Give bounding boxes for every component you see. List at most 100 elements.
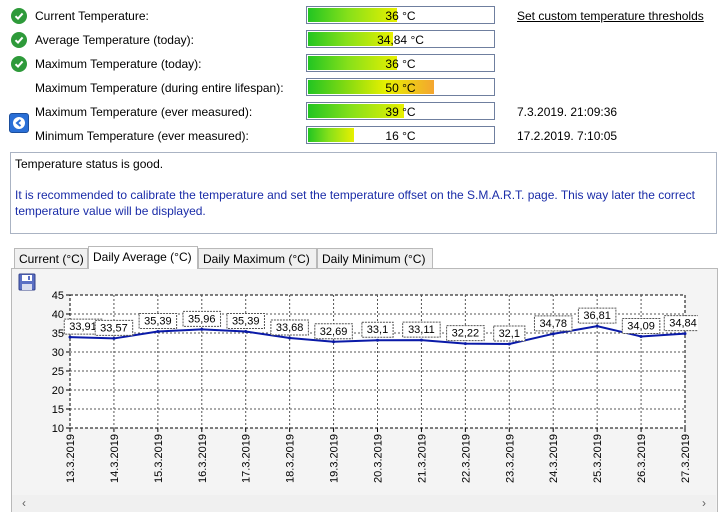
y-tick-label: 15 bbox=[52, 404, 64, 416]
tab-current[interactable]: Current (°C) bbox=[14, 248, 88, 268]
temperature-label: Maximum Temperature (during entire lifes… bbox=[35, 81, 284, 95]
y-tick-label: 30 bbox=[52, 347, 64, 359]
x-tick-label: 15.3.2019 bbox=[153, 434, 165, 483]
data-point bbox=[68, 335, 72, 339]
data-label: 33,57 bbox=[100, 322, 128, 334]
daily-average-chart: 10 15 20 25 30 35 40 45 13.3.2019 14.3.2019 15.3.2… bbox=[52, 290, 698, 483]
x-tick-label: 21.3.2019 bbox=[416, 434, 428, 483]
calibration-recommendation: It is recommended to calibrate the tempe… bbox=[15, 188, 695, 218]
data-label: 33,11 bbox=[408, 324, 435, 336]
tab-daily-average[interactable]: Daily Average (°C) bbox=[88, 246, 198, 269]
temperature-value: 36 °C bbox=[385, 57, 416, 71]
temperature-bar-fill bbox=[308, 104, 404, 118]
data-point bbox=[376, 338, 379, 342]
horizontal-scrollbar[interactable]: ‹ › bbox=[12, 495, 716, 512]
y-tick-label: 45 bbox=[52, 290, 64, 302]
temperature-value: 39 °C bbox=[385, 105, 416, 119]
data-label-box bbox=[663, 315, 698, 332]
data-label: 32,69 bbox=[320, 326, 348, 338]
temperature-row: Minimum Temperature (ever measured): 16 °… bbox=[0, 125, 726, 147]
data-point bbox=[200, 327, 204, 331]
measured-timestamp: 17.2.2019. 7:10:05 bbox=[517, 129, 618, 143]
save-chart-button[interactable] bbox=[17, 272, 37, 292]
data-point bbox=[112, 336, 116, 340]
tab-daily-minimum[interactable]: Daily Minimum (°C) bbox=[317, 248, 433, 268]
data-label-box bbox=[182, 310, 222, 327]
temperature-label: Maximum Temperature (today): bbox=[35, 57, 202, 71]
temperature-label: Current Temperature: bbox=[35, 9, 149, 23]
temperature-bar: 36 °C bbox=[306, 54, 495, 72]
y-tick-label: 20 bbox=[52, 385, 64, 397]
data-label-box bbox=[402, 321, 441, 338]
temperature-label: Minimum Temperature (ever measured): bbox=[35, 129, 249, 143]
scroll-left-icon[interactable]: ‹ bbox=[22, 496, 26, 510]
x-tick-label: 23.3.2019 bbox=[504, 434, 516, 483]
temperature-bar: 50 °C bbox=[306, 78, 495, 96]
data-label: 33,1 bbox=[367, 324, 388, 336]
x-tick-label: 20.3.2019 bbox=[373, 434, 385, 483]
data-label-box bbox=[446, 325, 485, 342]
data-label: 34,09 bbox=[627, 320, 655, 332]
reset-max-button[interactable] bbox=[9, 113, 29, 133]
y-tick-label: 25 bbox=[52, 366, 64, 378]
temperature-row: Maximum Temperature (during entire lifes… bbox=[0, 77, 726, 99]
check-circle-icon bbox=[11, 56, 27, 72]
temperature-bar: 36 °C bbox=[306, 6, 495, 24]
data-label-box bbox=[533, 315, 573, 332]
set-thresholds-link[interactable]: Set custom temperature thresholds bbox=[517, 9, 704, 23]
temperature-row: Current Temperature: 36 °C Set custom temp… bbox=[0, 5, 726, 27]
status-panel: Temperature status is good. It is recomm… bbox=[10, 152, 717, 234]
temperature-row: Average Temperature (today): 34,84 °C bbox=[0, 29, 726, 51]
temperature-label: Average Temperature (today): bbox=[35, 33, 194, 47]
tab-daily-maximum[interactable]: Daily Maximum (°C) bbox=[198, 248, 317, 268]
measured-timestamp: 7.3.2019. 21:09:36 bbox=[517, 105, 618, 119]
data-label: 35,39 bbox=[232, 316, 260, 328]
data-label-box bbox=[94, 319, 134, 336]
data-point bbox=[683, 332, 687, 336]
temperature-bar-fill bbox=[308, 56, 397, 70]
x-tick-label: 13.3.2019 bbox=[65, 434, 77, 483]
data-point bbox=[419, 338, 423, 342]
data-point bbox=[551, 332, 555, 336]
x-tick-label: 17.3.2019 bbox=[241, 434, 253, 483]
data-label-box bbox=[621, 317, 661, 334]
scroll-right-icon[interactable]: › bbox=[702, 496, 706, 510]
temperature-bar: 34,84 °C bbox=[306, 30, 495, 48]
data-label: 32,1 bbox=[499, 328, 520, 340]
data-label: 35,96 bbox=[188, 313, 216, 325]
x-tick-label: 18.3.2019 bbox=[285, 434, 297, 483]
temperature-row: Maximum Temperature (ever measured): 39 °… bbox=[0, 101, 726, 123]
data-label: 33,91 bbox=[69, 321, 97, 333]
data-label-box bbox=[314, 323, 353, 340]
x-tick-label: 22.3.2019 bbox=[460, 434, 472, 483]
data-point bbox=[507, 342, 511, 346]
y-tick-label: 10 bbox=[52, 423, 64, 435]
check-circle-icon bbox=[11, 32, 27, 48]
data-label-box bbox=[361, 321, 394, 338]
data-label-box bbox=[493, 325, 526, 342]
data-point bbox=[463, 342, 467, 346]
data-label: 34,78 bbox=[539, 318, 567, 330]
data-label: 33,68 bbox=[276, 322, 304, 334]
data-point bbox=[156, 330, 160, 334]
temperature-bar: 16 °C bbox=[306, 126, 495, 144]
temperature-bar-fill bbox=[308, 8, 397, 22]
y-tick-label: 40 bbox=[52, 309, 64, 321]
temperature-row: Maximum Temperature (today): 36 °C bbox=[0, 53, 726, 75]
check-circle-icon bbox=[11, 8, 27, 24]
temperature-value: 50 °C bbox=[385, 81, 416, 95]
x-tick-label: 27.3.2019 bbox=[680, 434, 692, 483]
data-label-box bbox=[577, 307, 617, 324]
x-tick-label: 26.3.2019 bbox=[636, 434, 648, 483]
temperature-value: 34,84 °C bbox=[377, 33, 424, 47]
data-label: 35,39 bbox=[144, 316, 172, 328]
data-point bbox=[639, 334, 643, 338]
save-disk-icon bbox=[18, 273, 36, 291]
x-tick-label: 16.3.2019 bbox=[197, 434, 209, 483]
back-arrow-icon bbox=[13, 117, 25, 129]
data-point bbox=[595, 324, 599, 328]
temperature-bar: 39 °C bbox=[306, 102, 495, 120]
data-point bbox=[332, 340, 336, 344]
data-label: 32,22 bbox=[452, 328, 480, 340]
temperature-label: Maximum Temperature (ever measured): bbox=[35, 105, 253, 119]
